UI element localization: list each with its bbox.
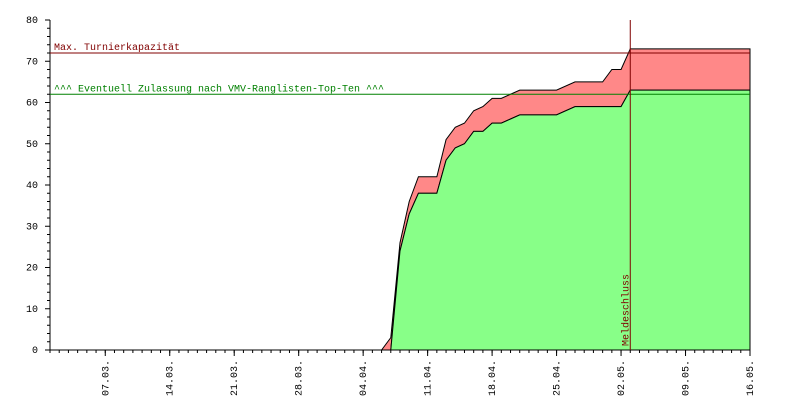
y-tick-label: 40 xyxy=(26,181,38,192)
x-tick-label: 14.03. xyxy=(166,360,177,396)
area xyxy=(50,89,751,351)
x-tick-label: 11.04. xyxy=(424,360,435,396)
x-tick-label: 18.04. xyxy=(488,360,499,396)
x-tick-label: 09.05. xyxy=(682,360,693,396)
y-tick-label: 20 xyxy=(26,264,38,275)
y-tick-label: 10 xyxy=(26,305,38,316)
x-tick-label: 25.04. xyxy=(553,360,564,396)
y-tick-label: 70 xyxy=(26,57,38,68)
y-tick-label: 30 xyxy=(26,222,38,233)
y-tick-label: 0 xyxy=(32,346,38,357)
y-tick-label: 80 xyxy=(26,16,38,27)
reference-label: Max. Turnierkapazität xyxy=(54,42,180,54)
x-tick-label: 16.05. xyxy=(746,360,757,396)
reference-label: ^^^ Eventuell Zulassung nach VMV-Ranglis… xyxy=(54,83,384,95)
x-tick-label: 21.03. xyxy=(230,360,241,396)
deadline-label: Meldeschluss xyxy=(620,274,632,346)
y-tick-label: 60 xyxy=(26,99,38,110)
x-tick-label: 07.03. xyxy=(101,360,112,396)
x-tick-label: 28.03. xyxy=(295,360,306,396)
x-tick-label: 02.05. xyxy=(617,360,628,396)
x-tick-label: 04.04. xyxy=(359,360,370,396)
y-tick-label: 50 xyxy=(26,140,38,151)
